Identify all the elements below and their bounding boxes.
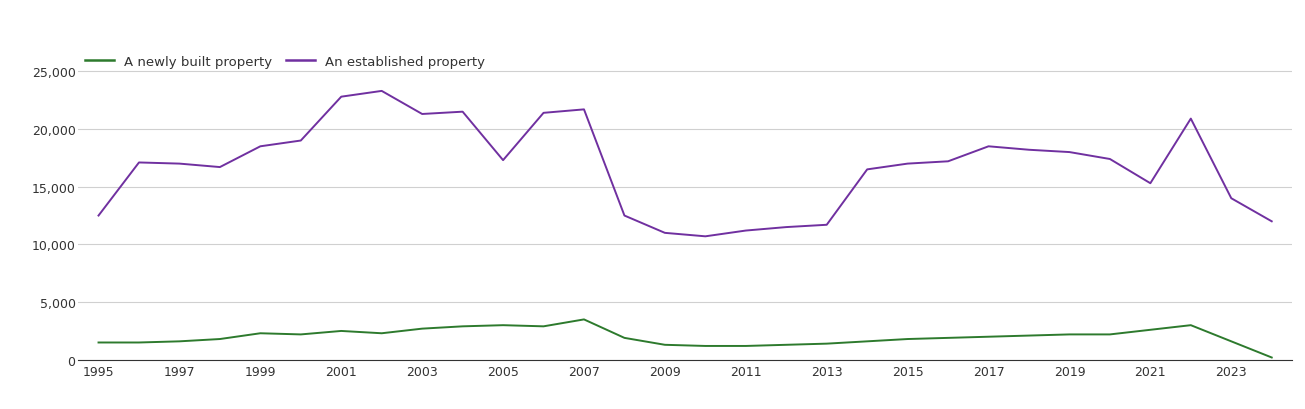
An established property xyxy=(1142,181,1158,186)
An established property xyxy=(253,144,269,149)
An established property xyxy=(375,89,390,94)
A newly built property xyxy=(1182,323,1198,328)
A newly built property xyxy=(375,331,390,336)
A newly built property xyxy=(495,323,510,328)
A newly built property xyxy=(1265,355,1280,360)
An established property xyxy=(981,144,997,149)
A newly built property xyxy=(941,336,957,341)
An established property xyxy=(1101,157,1117,162)
An established property xyxy=(778,225,793,230)
A newly built property xyxy=(981,335,997,339)
Line: A newly built property: A newly built property xyxy=(98,319,1272,357)
An established property xyxy=(454,110,470,115)
An established property xyxy=(1022,148,1037,153)
An established property xyxy=(1182,117,1198,122)
A newly built property xyxy=(778,342,793,347)
An established property xyxy=(213,165,228,170)
An established property xyxy=(577,108,592,112)
An established property xyxy=(536,111,552,116)
Legend: A newly built property, An established property: A newly built property, An established p… xyxy=(85,56,485,69)
An established property xyxy=(1061,150,1077,155)
A newly built property xyxy=(818,342,834,346)
A newly built property xyxy=(90,340,106,345)
An established property xyxy=(900,162,916,166)
A newly built property xyxy=(1142,328,1158,333)
An established property xyxy=(414,112,429,117)
An established property xyxy=(698,234,714,239)
A newly built property xyxy=(577,317,592,322)
An established property xyxy=(130,161,146,166)
A newly built property xyxy=(130,340,146,345)
A newly built property xyxy=(253,331,269,336)
An established property xyxy=(941,160,957,164)
An established property xyxy=(860,168,876,173)
A newly built property xyxy=(414,326,429,331)
An established property xyxy=(172,162,188,166)
A newly built property xyxy=(617,336,633,341)
A newly built property xyxy=(1061,332,1077,337)
A newly built property xyxy=(658,342,673,347)
A newly built property xyxy=(294,332,309,337)
A newly built property xyxy=(213,337,228,342)
An established property xyxy=(737,229,753,234)
An established property xyxy=(1265,219,1280,224)
A newly built property xyxy=(737,344,753,348)
A newly built property xyxy=(454,324,470,329)
A newly built property xyxy=(900,337,916,342)
An established property xyxy=(658,231,673,236)
Line: An established property: An established property xyxy=(98,92,1272,237)
An established property xyxy=(294,139,309,144)
A newly built property xyxy=(1101,332,1117,337)
An established property xyxy=(1224,196,1240,201)
A newly built property xyxy=(1022,333,1037,338)
An established property xyxy=(495,158,510,163)
An established property xyxy=(818,223,834,228)
An established property xyxy=(90,213,106,218)
A newly built property xyxy=(1224,339,1240,344)
A newly built property xyxy=(334,329,350,334)
A newly built property xyxy=(172,339,188,344)
A newly built property xyxy=(536,324,552,329)
An established property xyxy=(617,213,633,218)
A newly built property xyxy=(860,339,876,344)
A newly built property xyxy=(698,344,714,348)
An established property xyxy=(334,95,350,100)
